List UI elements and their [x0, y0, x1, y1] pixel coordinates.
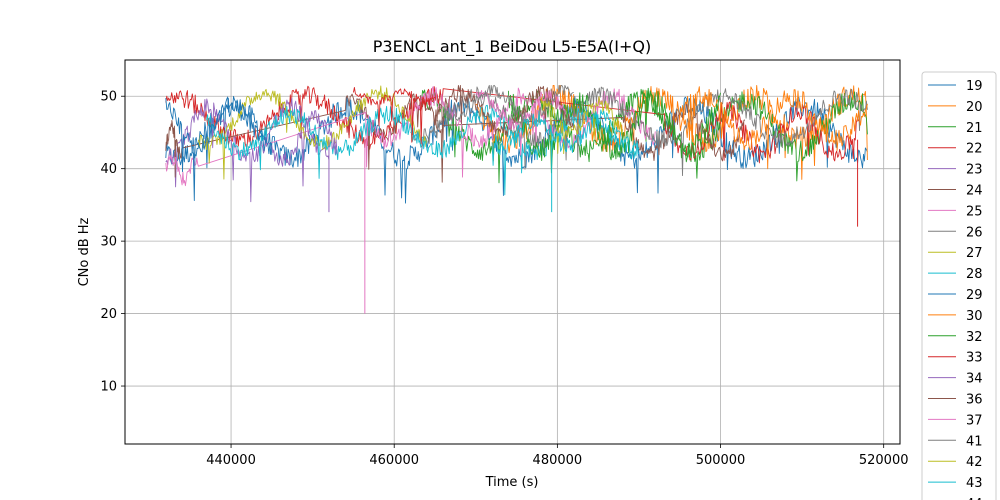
- y-tick-label: 40: [100, 162, 117, 177]
- y-tick-label: 50: [100, 90, 117, 105]
- x-axis-label: Time (s): [485, 475, 539, 490]
- plot-area: [165, 84, 868, 314]
- series-line-42: [540, 96, 624, 155]
- legend-label: 43: [966, 476, 983, 491]
- plot-frame: [124, 59, 901, 445]
- x-tick-label: 460000: [369, 453, 419, 468]
- y-tick-label: 30: [100, 235, 117, 250]
- series-line-37: [475, 89, 566, 156]
- legend-label: 23: [966, 163, 983, 178]
- y-axis: 10 20 30 40 50: [100, 90, 125, 395]
- legend-label: 30: [966, 309, 983, 324]
- legend-label: 26: [966, 225, 983, 240]
- series-line-22: [165, 85, 860, 164]
- grid-layer: [125, 60, 900, 444]
- legend-label: 42: [966, 455, 983, 470]
- legend-label: 24: [966, 184, 983, 199]
- legend-label: 44: [966, 497, 983, 500]
- series-line-32: [507, 87, 721, 174]
- series-line-29: [165, 95, 273, 201]
- series-line-28: [206, 104, 640, 179]
- legend-box: [921, 71, 997, 500]
- x-tick-label: 440000: [206, 453, 256, 468]
- legend-label: 27: [966, 246, 983, 261]
- series-line-41: [442, 84, 574, 126]
- series-line-33: [352, 87, 436, 145]
- legend-label: 25: [966, 204, 983, 219]
- series-line-34: [271, 110, 338, 187]
- legend-label: 36: [966, 393, 983, 408]
- x-axis: 440000 460000 480000 500000 520000: [206, 444, 909, 468]
- x-tick-label: 500000: [696, 453, 746, 468]
- legend-label: 41: [966, 434, 983, 449]
- series-line-36: [434, 84, 575, 143]
- legend-label: 29: [966, 288, 983, 303]
- chart-title: P3ENCL ant_1 BeiDou L5-E5A(I+Q): [373, 37, 651, 57]
- legend-label: 20: [966, 100, 983, 115]
- y-tick-label: 20: [100, 307, 117, 322]
- legend-label: 28: [966, 267, 983, 282]
- legend-label: 34: [966, 372, 983, 387]
- series-line-27: [197, 85, 428, 180]
- series-line-30: [679, 86, 868, 170]
- legend-label: 22: [966, 142, 983, 157]
- series-line-19: [165, 96, 868, 204]
- x-tick-label: 520000: [859, 453, 909, 468]
- x-tick-label: 480000: [533, 453, 583, 468]
- legend-label: 37: [966, 413, 983, 428]
- legend-label: 19: [966, 79, 983, 94]
- legend-label: 32: [966, 330, 983, 345]
- y-tick-label: 10: [100, 380, 117, 395]
- legend-label: 21: [966, 121, 983, 136]
- legend-label: 33: [966, 351, 983, 366]
- series-line-24: [165, 93, 746, 183]
- y-axis-label: CNo dB Hz: [77, 217, 92, 286]
- series-line-43: [491, 109, 640, 196]
- legend: 19 20 21 22 23 24 25 26 27 28 29 30 32 33 34 36 37 41 42 43…: [921, 71, 997, 500]
